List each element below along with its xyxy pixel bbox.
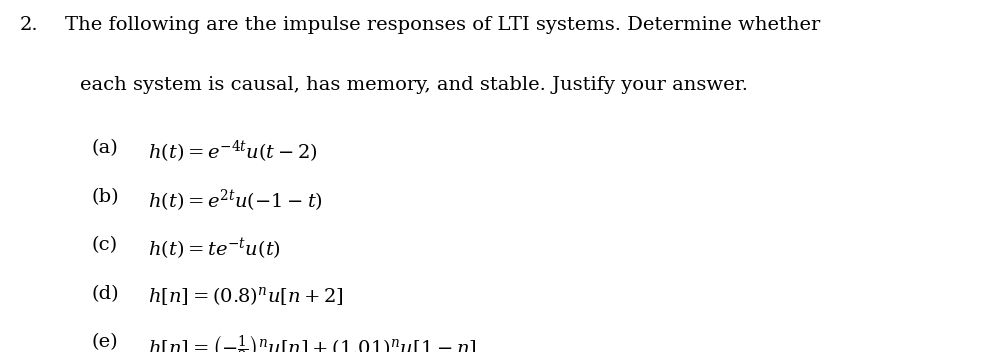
Text: (e): (e) — [92, 333, 119, 351]
Text: (a): (a) — [92, 139, 119, 157]
Text: The following are the impulse responses of LTI systems. Determine whether: The following are the impulse responses … — [65, 16, 820, 34]
Text: $h(t) = e^{-4t}u(t-2)$: $h(t) = e^{-4t}u(t-2)$ — [148, 139, 317, 165]
Text: (c): (c) — [92, 236, 118, 254]
Text: each system is causal, has memory, and stable. Justify your answer.: each system is causal, has memory, and s… — [80, 76, 748, 94]
Text: $h[n] = (0.8)^n u[n+2]$: $h[n] = (0.8)^n u[n+2]$ — [148, 285, 343, 307]
Text: (d): (d) — [92, 285, 120, 303]
Text: (b): (b) — [92, 188, 120, 206]
Text: $h[n] = \left(-\frac{1}{2}\right)^n u[n] + (1.01)^n u[1-n]$: $h[n] = \left(-\frac{1}{2}\right)^n u[n]… — [148, 333, 476, 352]
Text: 2.: 2. — [20, 16, 39, 34]
Text: $h(t) = e^{2t}u(-1-t)$: $h(t) = e^{2t}u(-1-t)$ — [148, 188, 322, 214]
Text: $h(t) = te^{-t}u(t)$: $h(t) = te^{-t}u(t)$ — [148, 236, 280, 262]
